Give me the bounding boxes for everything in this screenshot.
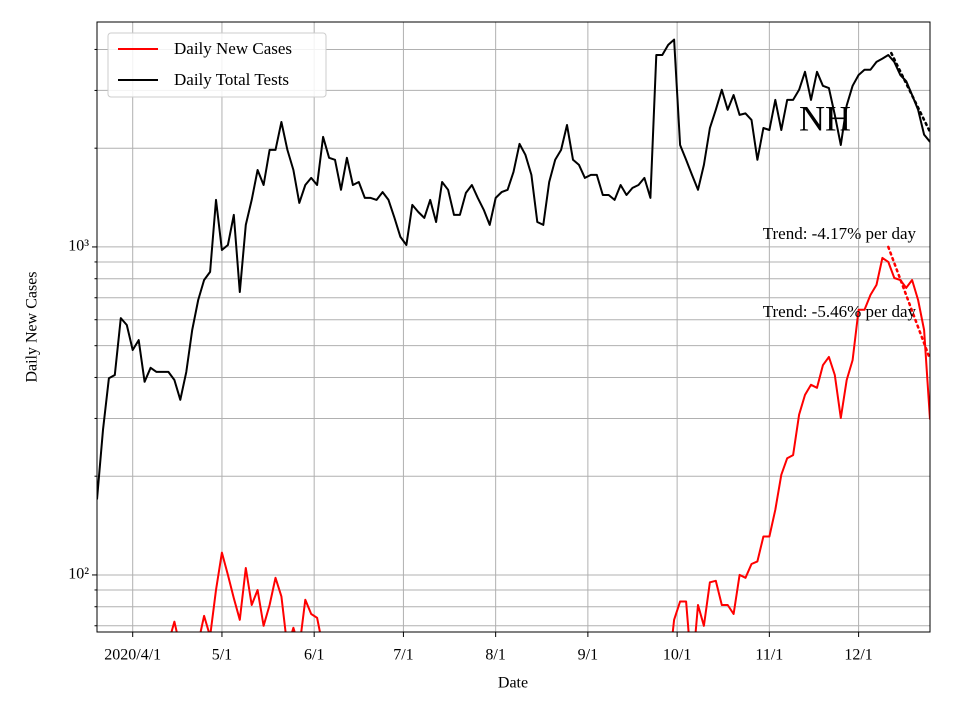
legend-label: Daily Total Tests: [174, 70, 289, 89]
x-axis-label: Date: [498, 675, 528, 692]
trend-label: Trend: -5.46% per day: [763, 302, 917, 321]
y-tick-label: 10³: [68, 238, 89, 255]
x-tick-label: 12/1: [844, 647, 872, 664]
trend-label: Trend: -4.17% per day: [763, 224, 917, 243]
x-tick-label: 11/1: [755, 647, 783, 664]
x-tick-label: 6/1: [304, 647, 324, 664]
legend-label: Daily New Cases: [174, 39, 292, 58]
x-tick-label: 2020/4/1: [104, 647, 161, 664]
legend: Daily New Cases Daily Total Tests: [107, 32, 327, 98]
x-tick-label: 7/1: [393, 647, 413, 664]
x-tick-label: 5/1: [212, 647, 232, 664]
x-tick-label: 10/1: [663, 647, 691, 664]
plot-frame: [96, 21, 931, 633]
y-axis-label: Daily New Cases: [24, 271, 41, 382]
grid: [97, 22, 930, 632]
series-line: [97, 38, 930, 500]
axes: 2020/4/1 5/1 6/1 7/1 8/1 9/1 10/1 11/1 12/1 10² 10…: [68, 48, 873, 664]
trend-line: [887, 245, 930, 361]
legend-box: [107, 32, 327, 98]
trend-line: [890, 51, 930, 134]
y-tick-label: 10²: [68, 566, 89, 583]
series-line: [170, 256, 930, 632]
x-tick-label: 9/1: [578, 647, 598, 664]
state-label: NH: [799, 98, 851, 138]
plot-area: [97, 38, 930, 632]
x-tick-label: 8/1: [485, 647, 505, 664]
